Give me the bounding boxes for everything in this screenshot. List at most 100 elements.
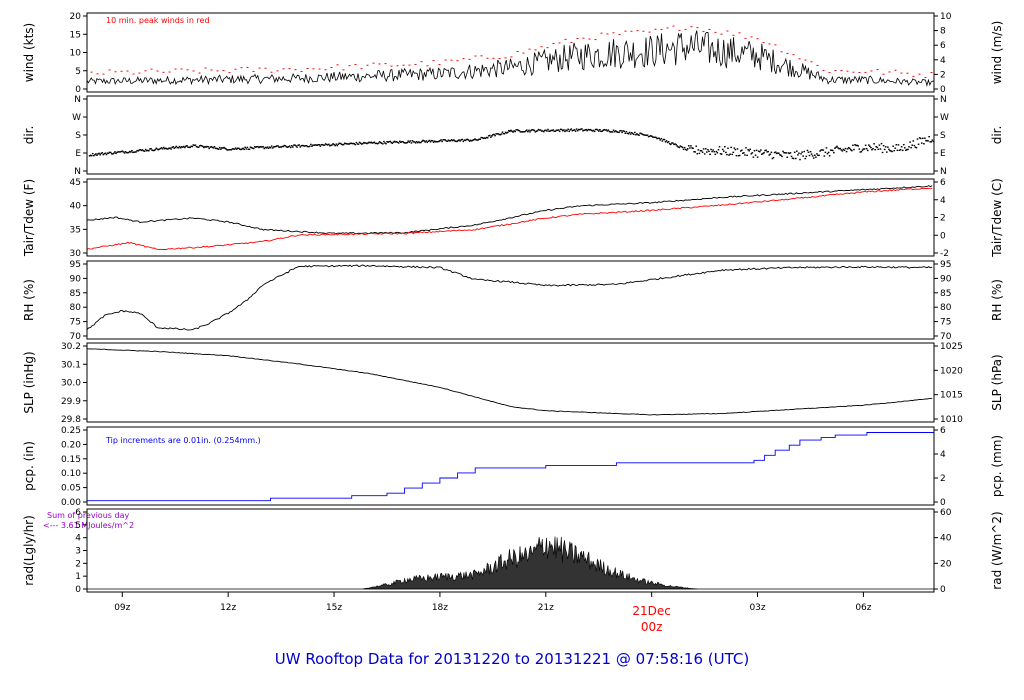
wind-peak-point bbox=[492, 57, 495, 59]
direction-point bbox=[251, 147, 254, 149]
wind-peak-point bbox=[690, 26, 693, 28]
direction-point bbox=[192, 144, 195, 146]
direction-point bbox=[295, 145, 297, 147]
wind-peak-point bbox=[618, 34, 621, 36]
wind-peak-point bbox=[714, 31, 717, 33]
wind-peak-point bbox=[324, 69, 327, 71]
direction-point bbox=[835, 146, 837, 149]
direction-point bbox=[853, 148, 855, 151]
direction-point bbox=[771, 157, 774, 160]
wind-peak-point bbox=[666, 27, 669, 29]
direction-point bbox=[523, 131, 526, 133]
direction-point bbox=[334, 144, 336, 147]
direction-point bbox=[598, 130, 600, 132]
direction-point bbox=[539, 129, 542, 131]
wind-peak-point bbox=[516, 51, 519, 53]
wind-peak-point bbox=[276, 70, 279, 72]
direction-point bbox=[200, 145, 203, 147]
direction-point bbox=[182, 145, 185, 148]
direction-point bbox=[573, 129, 576, 131]
direction-point bbox=[914, 146, 917, 148]
wind-peak-point bbox=[288, 68, 291, 70]
rh-series bbox=[87, 264, 933, 331]
direction-point bbox=[439, 140, 441, 142]
direction-point bbox=[109, 151, 112, 154]
direction-point bbox=[701, 151, 704, 153]
direction-point bbox=[658, 137, 660, 140]
wind-peak-point bbox=[102, 73, 105, 75]
direction-point bbox=[766, 151, 768, 153]
direction-point bbox=[534, 131, 537, 133]
direction-point bbox=[865, 147, 868, 150]
plot-area bbox=[87, 264, 933, 331]
direction-point bbox=[203, 146, 205, 149]
direction-point bbox=[807, 151, 810, 153]
direction-point bbox=[764, 149, 766, 152]
direction-point bbox=[404, 142, 406, 144]
direction-point bbox=[259, 146, 261, 148]
panel-frame bbox=[86, 95, 935, 175]
direction-point bbox=[882, 145, 885, 147]
direction-point bbox=[292, 146, 294, 148]
direction-point bbox=[126, 152, 129, 154]
wind-peak-point bbox=[180, 68, 183, 70]
direction-point bbox=[638, 134, 640, 136]
wind-peak-point bbox=[852, 71, 855, 73]
direction-point bbox=[383, 140, 385, 143]
direction-point bbox=[250, 146, 253, 149]
direction-point bbox=[91, 152, 94, 155]
direction-point bbox=[422, 139, 424, 142]
direction-point bbox=[763, 152, 765, 154]
direction-point bbox=[406, 141, 408, 144]
direction-point bbox=[593, 130, 596, 133]
direction-point bbox=[193, 144, 196, 147]
direction-point bbox=[88, 155, 91, 157]
direction-point bbox=[672, 142, 674, 144]
direction-point bbox=[630, 131, 633, 134]
wind-peak-point bbox=[414, 63, 417, 65]
time-tick-label: 12z bbox=[220, 603, 236, 613]
direction-point bbox=[900, 146, 903, 148]
direction-point bbox=[625, 130, 628, 133]
direction-point bbox=[500, 133, 503, 135]
day-label: 21Dec bbox=[632, 604, 671, 618]
right-tick-label: 4 bbox=[940, 56, 946, 66]
wind-peak-point bbox=[780, 51, 783, 53]
direction-point bbox=[811, 155, 814, 157]
direction-point bbox=[436, 141, 438, 143]
direction-point bbox=[184, 146, 186, 149]
direction-point bbox=[926, 140, 928, 142]
direction-point bbox=[220, 148, 222, 150]
wind-peak-point bbox=[834, 70, 837, 72]
direction-point bbox=[441, 140, 443, 143]
direction-point bbox=[666, 141, 669, 144]
wind-peak-point bbox=[540, 46, 543, 48]
direction-point bbox=[655, 136, 657, 139]
direction-point bbox=[322, 144, 325, 146]
direction-point bbox=[302, 144, 305, 147]
direction-point bbox=[901, 149, 904, 152]
direction-point bbox=[486, 137, 489, 139]
direction-point bbox=[325, 143, 328, 146]
direction-point bbox=[895, 144, 898, 146]
panel-frame bbox=[86, 426, 935, 506]
direction-point bbox=[774, 151, 777, 153]
right-tick-label: 60 bbox=[940, 508, 952, 518]
direction-point bbox=[706, 151, 708, 153]
direction-point bbox=[888, 148, 890, 151]
wind-peak-point bbox=[426, 65, 429, 67]
left-tick-label: N bbox=[74, 167, 81, 177]
direction-point bbox=[660, 137, 663, 140]
wind-peak-point bbox=[816, 64, 819, 66]
wind-peak-point bbox=[354, 63, 357, 65]
right-tick-label: 0 bbox=[940, 231, 946, 241]
direction-point bbox=[472, 139, 474, 141]
direction-point bbox=[244, 146, 247, 149]
time-axis: 09z 12z 15z 18z 21z 03z 06z 21Dec 00z bbox=[114, 592, 872, 634]
direction-point bbox=[782, 150, 784, 153]
direction-point bbox=[348, 143, 350, 145]
wind-peak-point bbox=[672, 25, 675, 27]
direction-point bbox=[361, 142, 364, 145]
wind-peak-point bbox=[828, 72, 831, 74]
direction-point bbox=[286, 146, 289, 148]
